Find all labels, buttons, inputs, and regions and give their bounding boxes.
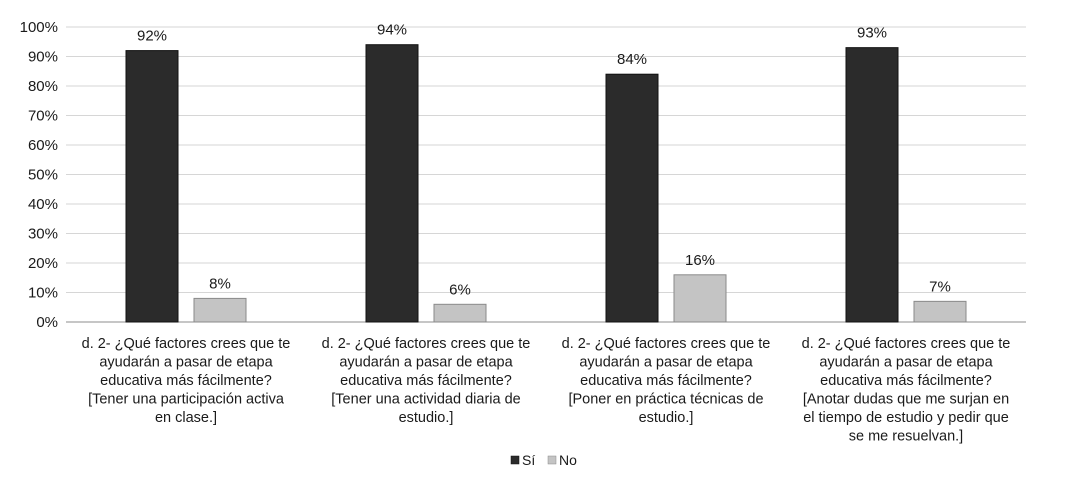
category-label-line: educativa más fácilmente? bbox=[100, 373, 272, 389]
legend-swatch bbox=[510, 455, 520, 465]
bar-no bbox=[913, 300, 967, 323]
bar-no bbox=[673, 274, 727, 323]
y-tick-label: 30% bbox=[28, 226, 58, 243]
data-label: 94% bbox=[377, 22, 407, 39]
bar-no bbox=[433, 303, 487, 323]
category-label-line: estudio.] bbox=[399, 410, 454, 426]
y-tick-label: 90% bbox=[28, 49, 58, 66]
category-label: d. 2- ¿Qué factores crees que te ayudarán… bbox=[82, 336, 291, 426]
category-label-line: estudio.] bbox=[639, 410, 694, 426]
category-label-line: ayudarán a pasar de etapa bbox=[99, 355, 273, 371]
legend-label: Sí bbox=[522, 452, 535, 468]
category-label-line: [Tener una participación activa bbox=[88, 392, 285, 408]
category-label-line: educativa más fácilmente? bbox=[580, 373, 752, 389]
bar-si bbox=[845, 47, 899, 323]
category-label-line: [Poner en práctica técnicas de bbox=[568, 392, 763, 408]
bar-si bbox=[605, 73, 659, 323]
category-label-line: en clase.] bbox=[155, 410, 217, 426]
category-label-line: d. 2- ¿Qué factores crees que te bbox=[802, 336, 1011, 352]
category-label-line: ayudarán a pasar de etapa bbox=[819, 355, 993, 371]
data-label: 84% bbox=[617, 51, 647, 68]
y-tick-label: 20% bbox=[28, 255, 58, 272]
y-tick-label: 80% bbox=[28, 78, 58, 95]
category-label-line: se me resuelvan.] bbox=[849, 429, 963, 445]
y-tick-label: 0% bbox=[36, 314, 58, 331]
y-tick-label: 50% bbox=[28, 167, 58, 184]
bar-si bbox=[365, 44, 419, 323]
y-axis-ticks: 0% 10% 20% 30% 40% 50% 60% 70% 80% 90% 100% bbox=[20, 19, 58, 331]
category-labels: d. 2- ¿Qué factores crees que te ayudarán… bbox=[82, 336, 1011, 445]
category-label-line: educativa más fácilmente? bbox=[340, 373, 512, 389]
data-label: 7% bbox=[929, 278, 951, 295]
category-label-line: d. 2- ¿Qué factores crees que te bbox=[562, 336, 771, 352]
y-tick-label: 10% bbox=[28, 285, 58, 302]
category-label-line: [Anotar dudas que me surjan en bbox=[803, 392, 1009, 408]
data-label: 93% bbox=[857, 25, 887, 42]
legend: Sí No bbox=[510, 452, 577, 468]
data-label: 8% bbox=[209, 275, 231, 292]
y-tick-label: 100% bbox=[20, 19, 58, 36]
data-label: 6% bbox=[449, 281, 471, 298]
legend-label: No bbox=[559, 452, 577, 468]
y-tick-label: 70% bbox=[28, 108, 58, 125]
category-label-line: d. 2- ¿Qué factores crees que te bbox=[322, 336, 531, 352]
category-label-line: el tiempo de estudio y pedir que bbox=[803, 410, 1009, 426]
category-label: d. 2- ¿Qué factores crees que te ayudarán… bbox=[802, 336, 1011, 445]
category-label-line: ayudarán a pasar de etapa bbox=[339, 355, 513, 371]
y-tick-label: 60% bbox=[28, 137, 58, 154]
category-label-line: d. 2- ¿Qué factores crees que te bbox=[82, 336, 291, 352]
bar-si bbox=[125, 50, 179, 323]
bar-no bbox=[193, 297, 247, 323]
category-label-line: [Tener una actividad diaria de bbox=[331, 392, 520, 408]
legend-swatch bbox=[547, 455, 557, 465]
data-labels: 92% 94% 84% 93% 8% 6% 16% 7% bbox=[137, 22, 951, 299]
bars bbox=[125, 44, 967, 323]
data-label: 16% bbox=[685, 252, 715, 269]
category-label-line: educativa más fácilmente? bbox=[820, 373, 992, 389]
category-label: d. 2- ¿Qué factores crees que te ayudarán… bbox=[562, 336, 771, 426]
data-label: 92% bbox=[137, 28, 167, 45]
category-label: d. 2- ¿Qué factores crees que te ayudarán… bbox=[322, 336, 531, 426]
category-label-line: ayudarán a pasar de etapa bbox=[579, 355, 753, 371]
y-tick-label: 40% bbox=[28, 196, 58, 213]
